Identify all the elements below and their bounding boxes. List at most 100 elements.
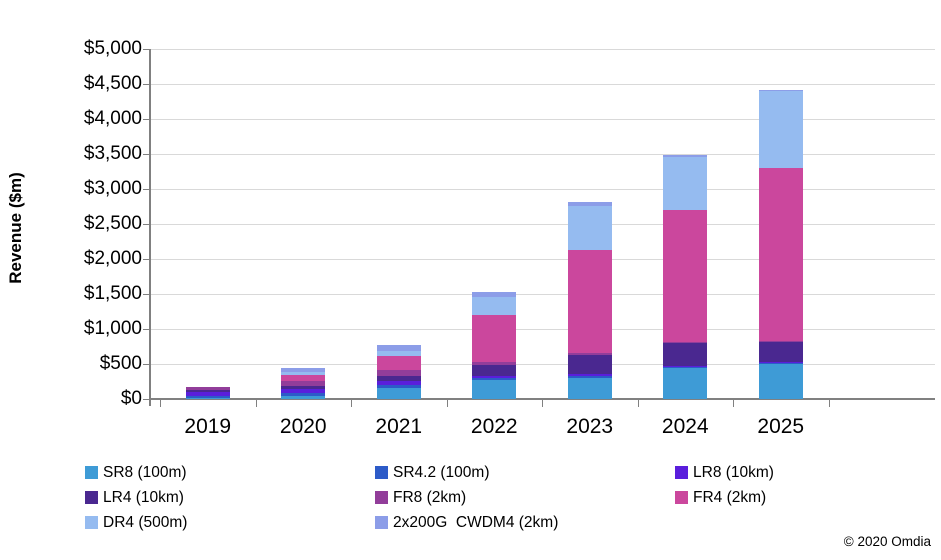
bar-segment-fr4-2km- [472,314,517,363]
legend-swatch-icon [675,491,688,504]
x-axis-label: 2022 [470,415,518,438]
y-axis-tick-label: $5,000 [83,38,142,59]
y-axis-tick-label: $500 [99,353,142,374]
legend-swatch-icon [85,466,98,479]
bar-segment-2x200g-cwdm4-2km- [281,368,326,372]
y-axis-tick [143,258,150,260]
y-axis-line [149,49,151,406]
legend-item: SR8 (100m) [85,461,375,484]
y-axis-tick [143,48,150,50]
bar-segment-dr4-500m- [376,351,421,356]
bar-segment-lr8-10km- [376,380,421,385]
bar-segment-fr8-2km- [281,381,326,386]
y-axis-tick [143,363,150,365]
gridline [150,153,935,155]
bar-segment-lr8-10km- [281,389,326,394]
y-axis-tick-label: $1,000 [83,318,142,339]
x-axis-tick [828,400,830,407]
bar-segment-sr8-100m- [758,363,803,399]
bar-segment-sr4-2-100m- [567,375,612,378]
legend-item-label: 2x200G CWDM4 (2km) [393,513,559,531]
bar-segment-dr4-500m- [281,371,326,376]
x-axis-label: 2019 [184,415,232,438]
x-axis-label: 2020 [279,415,327,438]
bar-segment-2x200g-cwdm4-2km- [472,291,517,297]
y-axis-tick [143,118,150,120]
bar-segment-lr4-10km- [472,365,517,377]
bar-segment-dr4-500m- [472,296,517,315]
bar-segment-sr4-2-100m- [472,378,517,381]
bar-segment-2x200g-cwdm4-2km- [376,345,421,352]
legend-item-label: SR4.2 (100m) [393,463,490,481]
legend-item: 2x200G CWDM4 (2km) [375,511,675,534]
bar-segment-2x200g-cwdm4-2km- [663,154,708,157]
bar-segment-lr4-10km- [185,390,230,392]
bar-segment-lr4-10km- [567,355,612,375]
bar-segment-fr4-2km- [281,375,326,382]
bar-segment-dr4-500m- [567,206,612,251]
bar-segment-sr8-100m- [281,395,326,399]
legend-swatch-icon [375,516,388,529]
legend-item-label: DR4 (500m) [103,513,188,531]
y-axis-tick-label: $0 [120,388,142,409]
bar-segment-lr8-10km- [185,391,230,396]
legend-swatch-icon [375,491,388,504]
x-axis-label: 2023 [566,415,614,438]
bar-segment-sr8-100m- [185,398,230,399]
bar-segment-fr8-2km- [758,340,803,342]
y-axis-tick [143,153,150,155]
legend: SR8 (100m) SR4.2 (100m) LR8 (10km) LR4 (10k… [85,461,935,534]
y-axis-tick-label: $4,500 [83,73,142,94]
bar-segment-sr8-100m- [472,380,517,399]
legend-item-label: LR8 (10km) [693,463,774,481]
bar-segment-sr4-2-100m- [185,395,230,399]
x-axis-tick [733,400,734,407]
legend-item-label: SR8 (100m) [103,463,187,481]
y-axis-tick [143,328,150,330]
y-axis-tick [143,293,150,295]
legend-item: DR4 (500m) [85,511,375,534]
bar-segment-sr4-2-100m- [758,362,803,364]
bar-segment-sr4-2-100m- [663,366,708,369]
gridline [150,223,935,225]
y-axis-tick [143,398,150,400]
legend-item-label: FR8 (2km) [393,488,467,506]
bar-segment-sr4-2-100m- [281,393,326,396]
x-axis-tick [542,400,543,407]
legend-swatch-icon [375,466,388,479]
legend-swatch-icon [85,516,98,529]
bar-segment-2x200g-cwdm4-2km- [758,89,803,91]
y-axis-tick-label: $2,500 [83,213,142,234]
gridline [150,188,935,190]
y-axis-tick-label: $4,000 [83,108,142,129]
gridline [150,48,935,50]
bar-segment-fr4-2km- [376,355,421,370]
bar-segment-fr8-2km- [567,353,612,356]
bar-segment-fr8-2km- [376,369,421,376]
bar-segment-sr8-100m- [567,378,612,399]
bar-segment-sr8-100m- [663,368,708,399]
x-axis-tick [351,400,352,407]
x-axis-tick [255,400,257,407]
y-axis-tick [143,223,150,225]
x-axis-label: 2021 [375,415,423,438]
legend-item: FR8 (2km) [375,486,675,509]
bar-segment-2x200g-cwdm4-2km- [567,201,612,207]
x-axis-tick [160,400,161,407]
bar-segment-sr4-2-100m- [376,384,421,388]
y-axis-tick [143,188,150,190]
bar-segment-fr8-2km- [663,341,708,343]
bar-segment-lr4-10km- [663,343,708,367]
gridline [150,83,935,85]
legend-swatch-icon [85,491,98,504]
bar-segment-lr4-10km- [758,341,803,363]
bar-segment-lr4-10km- [281,385,326,390]
gridline [150,293,935,295]
bar-segment-dr4-500m- [758,90,803,168]
legend-item: FR4 (2km) [675,486,935,509]
bar-segment-lr4-10km- [376,375,421,381]
x-axis-label: 2025 [757,415,805,438]
bar-segment-fr8-2km- [185,387,230,391]
